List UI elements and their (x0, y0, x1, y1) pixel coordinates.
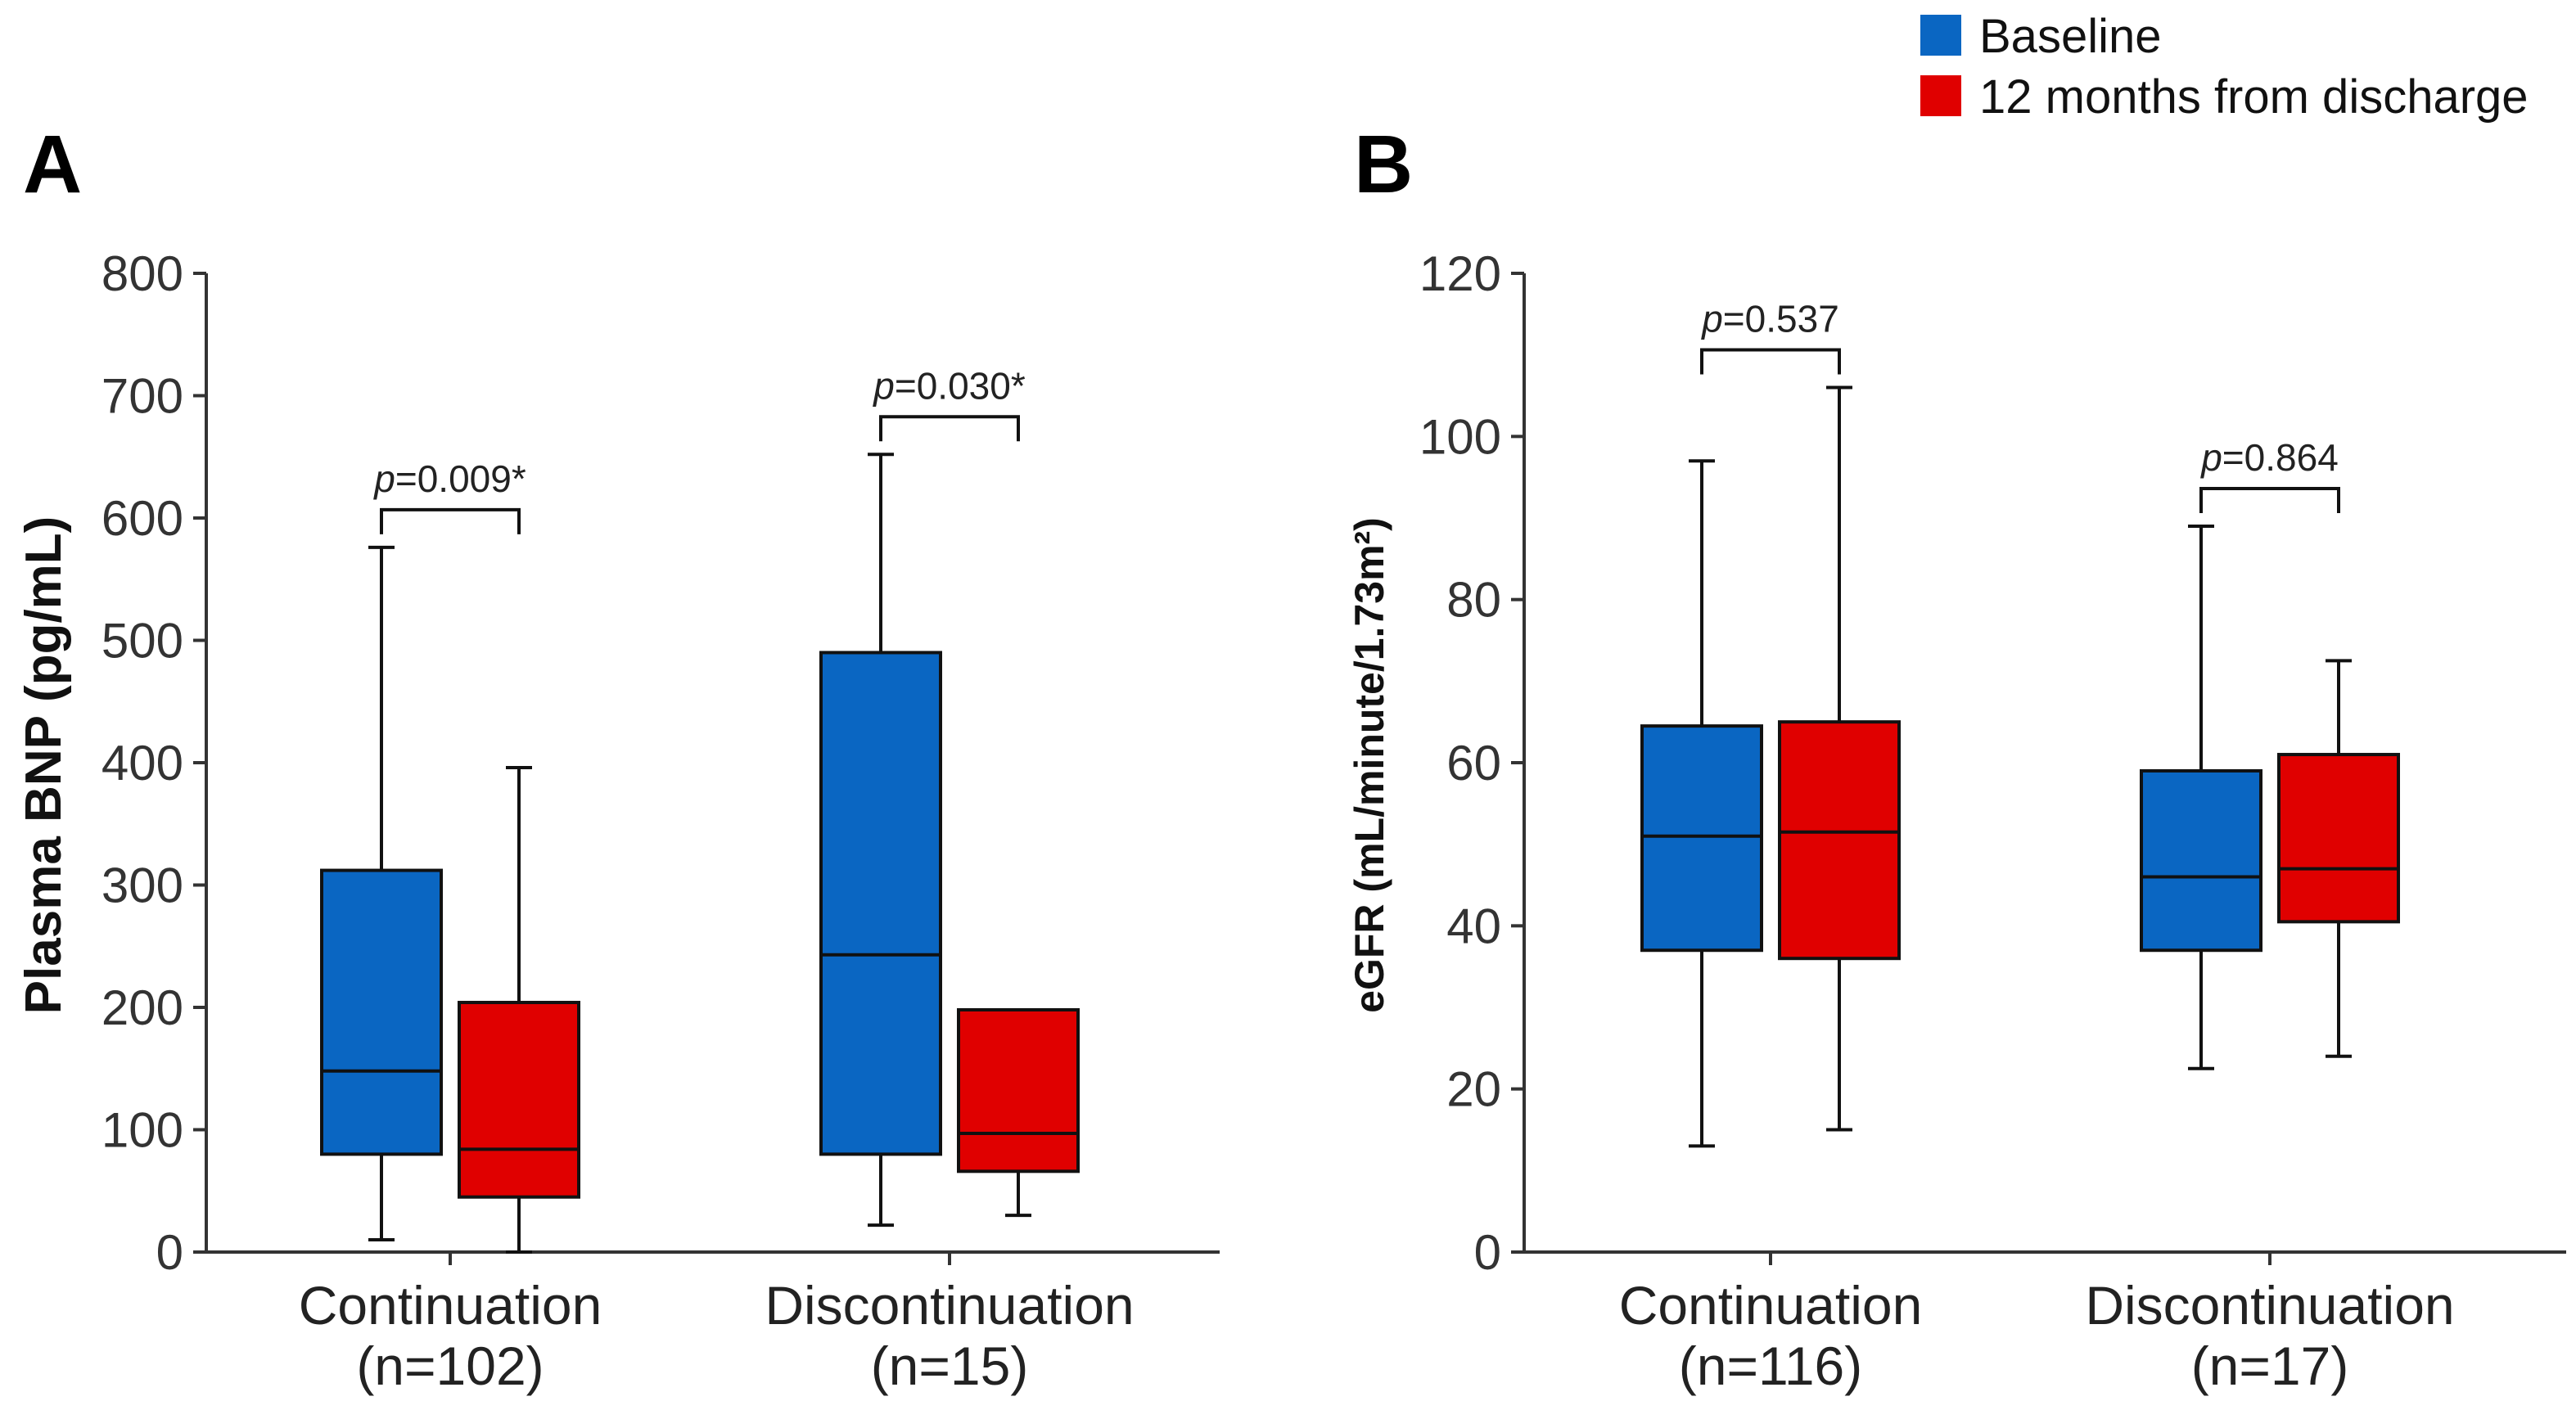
box-baseline (320, 868, 443, 1156)
category-label: Discontinuation (2085, 1275, 2454, 1336)
y-tick-label: 120 (1419, 246, 1501, 301)
p-value-label: p=0.030* (872, 364, 1026, 407)
category-n-label: (n=17) (2191, 1336, 2349, 1396)
category-label: Continuation (1619, 1275, 1923, 1336)
y-tick-label: 600 (102, 491, 183, 546)
y-tick-label: 80 (1446, 573, 1501, 628)
y-tick-label: 100 (1419, 409, 1501, 464)
y-tick-label: 800 (102, 246, 183, 301)
panel-a-brackets: p=0.009* p=0.030* (372, 364, 1026, 534)
category-n-label: (n=15) (871, 1336, 1029, 1396)
y-tick-label: 20 (1446, 1062, 1501, 1117)
category-label: Continuation (299, 1275, 602, 1336)
panel-a-boxes (320, 453, 1080, 1254)
panel-a-chart: A Plasma BNP (pg/mL) 0 100 200 300 400 500 600… (16, 119, 1220, 1396)
legend-swatch-12-months (1920, 75, 1961, 116)
panel-a-categories: Continuation(n=102) Discontinuation(n=15) (299, 1275, 1135, 1396)
panel-a-ylabel: Plasma BNP (pg/mL) (16, 516, 72, 1015)
panel-b-boxes (1640, 385, 2400, 1148)
panel-b-axes: 0 20 40 60 80 100 120 (1419, 246, 2566, 1280)
significance-bracket (2199, 486, 2340, 513)
p-value-label: p=0.009* (372, 457, 526, 500)
y-tick-label: 200 (102, 980, 183, 1035)
p-value-label: p=0.864 (2199, 436, 2339, 479)
panel-a-letter: A (23, 119, 82, 210)
y-tick-label: 400 (102, 736, 183, 791)
category-n-label: (n=116) (1679, 1336, 1862, 1396)
legend: Baseline 12 months from discharge (1920, 10, 2529, 124)
significance-bracket (879, 415, 1020, 442)
panel-b-brackets: p=0.537 p=0.864 (1700, 298, 2340, 513)
panel-b-ylabel: eGFR (mL/minute/1.73m²) (1347, 517, 1392, 1013)
y-tick-label: 500 (102, 614, 183, 669)
significance-bracket (1700, 348, 1841, 375)
legend-swatch-baseline (1920, 15, 1961, 56)
category-label: Discontinuation (765, 1275, 1134, 1336)
box-12-months (458, 1001, 580, 1199)
panel-b-chart: B eGFR (mL/minute/1.73m²) 0 20 40 60 80 100 12… (1347, 119, 2566, 1396)
y-tick-label: 0 (156, 1225, 183, 1280)
y-tick-label: 300 (102, 858, 183, 913)
y-tick-label: 700 (102, 369, 183, 424)
panel-b-categories: Continuation(n=116) Discontinuation(n=17) (1619, 1275, 2455, 1396)
significance-bracket (380, 507, 521, 534)
y-tick-label: 60 (1446, 736, 1501, 791)
p-value-label: p=0.537 (1700, 298, 1839, 340)
y-tick-label: 0 (1474, 1225, 1501, 1280)
legend-label-baseline: Baseline (1979, 10, 2161, 63)
box-baseline (2140, 768, 2262, 953)
box-baseline (1640, 724, 1763, 953)
box-baseline (819, 651, 942, 1156)
box-12-months (957, 1007, 1080, 1173)
panel-b-letter: B (1354, 119, 1413, 210)
category-n-label: (n=102) (356, 1336, 544, 1396)
box-12-months (2277, 753, 2400, 924)
y-tick-label: 100 (102, 1103, 183, 1158)
y-tick-label: 40 (1446, 899, 1501, 953)
legend-label-12-months: 12 months from discharge (1979, 70, 2529, 124)
box-12-months (1778, 720, 1901, 961)
panel-a-axes: 0 100 200 300 400 500 600 700 800 (102, 246, 1220, 1280)
